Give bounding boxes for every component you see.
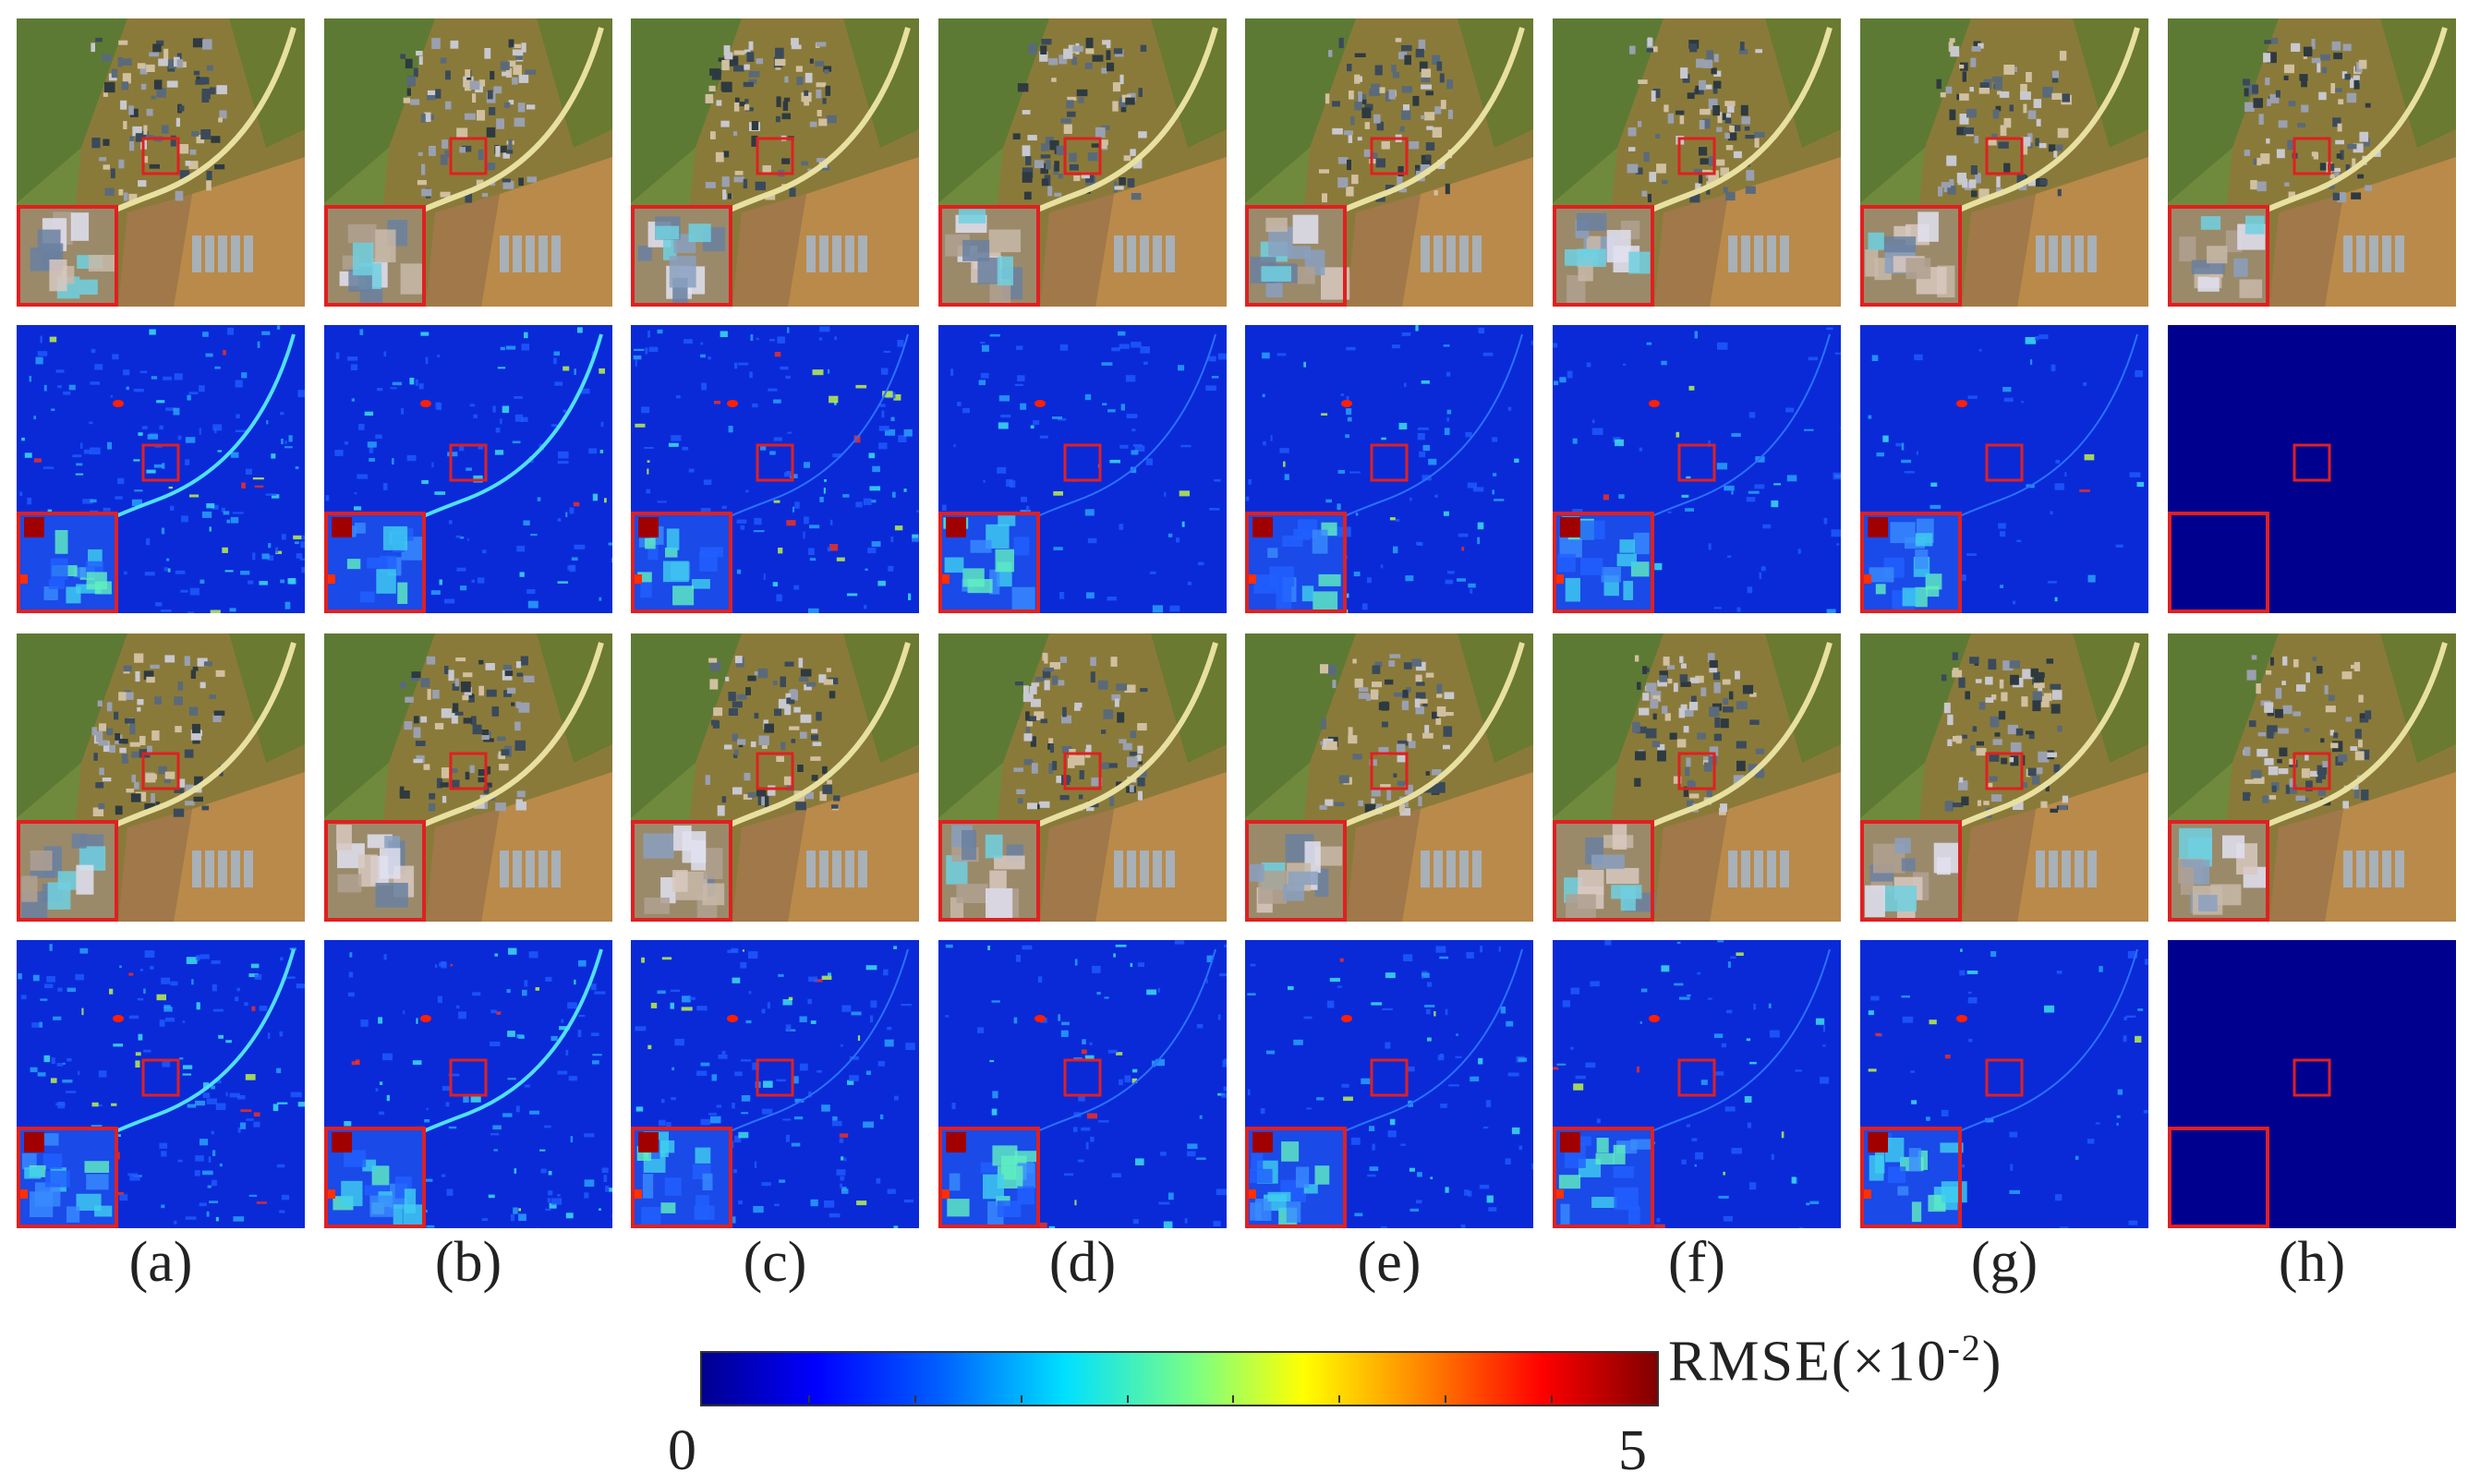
column-label-a: (a): [128, 1231, 193, 1294]
fused-image: [1245, 18, 1533, 307]
colorbar-title: RMSE(×10-2): [1668, 1330, 2002, 1391]
error-map-row-2-g: [1860, 940, 2148, 1228]
fused-image-row-2-h: [2168, 633, 2456, 922]
fused-image-row-2-a: [17, 633, 305, 922]
error-map: [324, 940, 612, 1228]
fused-image: [1553, 18, 1841, 307]
error-map-row-1-d: [938, 325, 1227, 613]
colorbar-tick: [913, 1395, 916, 1403]
error-map: [2168, 325, 2456, 613]
column-label-f: (f): [1668, 1231, 1725, 1294]
error-map-row-1-a: [17, 325, 305, 613]
fused-image: [1553, 633, 1841, 922]
column-label-e: (e): [1357, 1231, 1421, 1294]
error-map-row-2-a: [17, 940, 305, 1228]
error-map: [2168, 940, 2456, 1228]
fused-image-row-1-a: [17, 18, 305, 307]
error-map: [631, 940, 919, 1228]
error-map: [1860, 325, 2148, 613]
fused-image: [324, 633, 612, 922]
error-map: [17, 940, 305, 1228]
error-map-row-2-e: [1245, 940, 1533, 1228]
colorbar-tick: [1232, 1395, 1235, 1403]
fused-image: [1245, 633, 1533, 922]
colorbar-unit: (×10: [1831, 1330, 1948, 1394]
fused-image-row-1-h: [2168, 18, 2456, 307]
error-map-row-2-b: [324, 940, 612, 1228]
fused-image-row-2-g: [1860, 633, 2148, 922]
colorbar-max-label: 5: [1618, 1419, 1647, 1482]
error-map: [631, 325, 919, 613]
colorbar-tick: [1126, 1395, 1129, 1403]
column-label-h: (h): [2278, 1231, 2346, 1294]
error-map: [1860, 940, 2148, 1228]
rmse-colorbar: [700, 1351, 1659, 1406]
error-map-row-2-c: [631, 940, 919, 1228]
error-map: [324, 325, 612, 613]
fused-image: [938, 633, 1227, 922]
error-map-row-1-g: [1860, 325, 2148, 613]
fused-image-row-1-g: [1860, 18, 2148, 307]
fused-image-row-2-c: [631, 633, 919, 922]
fused-image-row-1-d: [938, 18, 1227, 307]
error-map-row-1-c: [631, 325, 919, 613]
error-map-row-2-f: [1553, 940, 1841, 1228]
colorbar-tick: [1020, 1395, 1022, 1403]
fused-image-row-1-f: [1553, 18, 1841, 307]
fused-image-row-1-b: [324, 18, 612, 307]
column-label-g: (g): [1970, 1231, 2038, 1294]
column-label-c: (c): [743, 1231, 807, 1294]
fused-image: [938, 18, 1227, 307]
column-label-b: (b): [434, 1231, 502, 1294]
fused-image: [17, 633, 305, 922]
error-map-row-2-h: [2168, 940, 2456, 1228]
colorbar-exponent: -2: [1947, 1327, 1982, 1369]
error-map: [1245, 940, 1533, 1228]
fused-image-row-2-f: [1553, 633, 1841, 922]
fused-image-row-2-d: [938, 633, 1227, 922]
fused-image: [1860, 633, 2148, 922]
fused-image: [1860, 18, 2148, 307]
error-map-row-2-d: [938, 940, 1227, 1228]
error-map: [938, 940, 1227, 1228]
colorbar-close: ): [1981, 1330, 2003, 1394]
fused-image: [324, 18, 612, 307]
fused-image-row-1-e: [1245, 18, 1533, 307]
fused-image: [631, 18, 919, 307]
column-label-d: (d): [1048, 1231, 1117, 1294]
fused-image-row-2-b: [324, 633, 612, 922]
colorbar-min-label: 0: [668, 1419, 696, 1482]
fused-image-row-2-e: [1245, 633, 1533, 922]
error-map: [1553, 940, 1841, 1228]
error-map-row-1-h: [2168, 325, 2456, 613]
fused-image: [631, 633, 919, 922]
fused-image: [2168, 18, 2456, 307]
colorbar-tick: [1445, 1395, 1447, 1403]
error-map: [1553, 325, 1841, 613]
colorbar-tick: [807, 1395, 810, 1403]
fused-image: [17, 18, 305, 307]
error-map: [17, 325, 305, 613]
colorbar-tick: [1338, 1395, 1341, 1403]
colorbar-tick: [1551, 1395, 1554, 1403]
error-map-row-1-e: [1245, 325, 1533, 613]
error-map: [938, 325, 1227, 613]
error-map-row-1-b: [324, 325, 612, 613]
colorbar-title-text: RMSE: [1668, 1330, 1832, 1394]
fused-image: [2168, 633, 2456, 922]
error-map: [1245, 325, 1533, 613]
error-map-row-1-f: [1553, 325, 1841, 613]
fused-image-row-1-c: [631, 18, 919, 307]
